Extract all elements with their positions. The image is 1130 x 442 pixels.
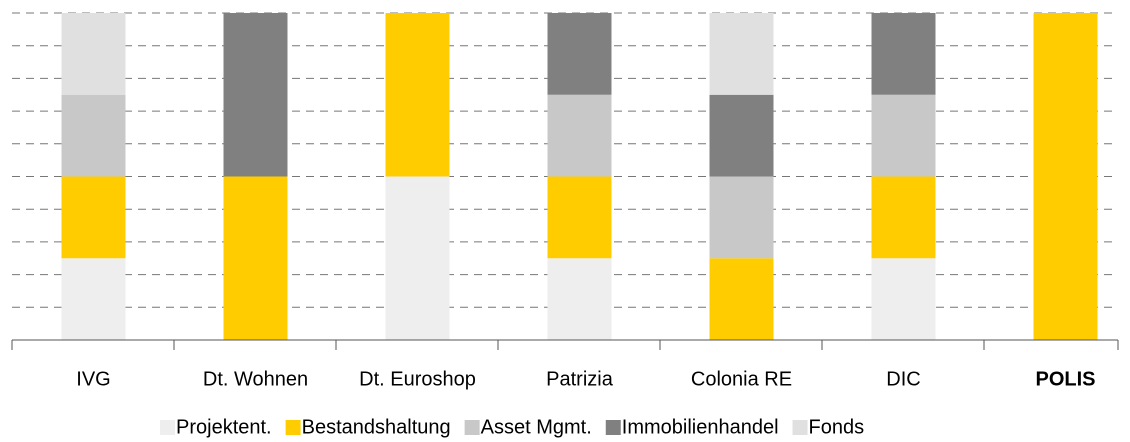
bar-segment [547, 13, 612, 95]
bar-segment [709, 258, 774, 340]
bar-segment [871, 13, 936, 95]
legend-label: Fonds [809, 416, 865, 438]
bar-segment [385, 176, 450, 340]
bar-segment [709, 176, 774, 259]
bar-segment [61, 258, 126, 340]
x-tick-label: Dt. Euroshop [359, 368, 476, 390]
legend-swatch [605, 420, 621, 435]
legend-label: Bestandshaltung [302, 416, 451, 438]
bar-segment [547, 94, 612, 177]
bar-segment [871, 176, 936, 259]
bar-segment [871, 94, 936, 177]
legend-label: Projektent. [176, 416, 272, 438]
legend-label: Immobilienhandel [622, 416, 779, 438]
legend-swatch [464, 420, 480, 435]
x-tick-label: DIC [886, 368, 920, 390]
bar-segment [61, 13, 126, 95]
x-tick-label: POLIS [1035, 368, 1095, 390]
legend-swatch [160, 420, 175, 435]
legend-swatch [285, 420, 301, 435]
bar-segment [223, 13, 288, 177]
bar-segment [223, 176, 288, 340]
bar-segment [709, 94, 774, 177]
bar-segment [385, 13, 450, 177]
bar-segment [709, 13, 774, 95]
bar-segment [871, 258, 936, 340]
x-tick-label: Colonia RE [691, 368, 792, 390]
bar-segment [547, 258, 612, 340]
bar-segment [61, 94, 126, 177]
bar-segment [61, 176, 126, 259]
bar-segment [547, 176, 612, 259]
x-tick-label: Patrizia [546, 368, 614, 390]
legend-label: Asset Mgmt. [481, 416, 592, 438]
bar-segment [1033, 13, 1098, 340]
x-tick-label: Dt. Wohnen [203, 368, 308, 390]
legend-swatch [792, 420, 808, 435]
x-tick-label: IVG [76, 368, 110, 390]
